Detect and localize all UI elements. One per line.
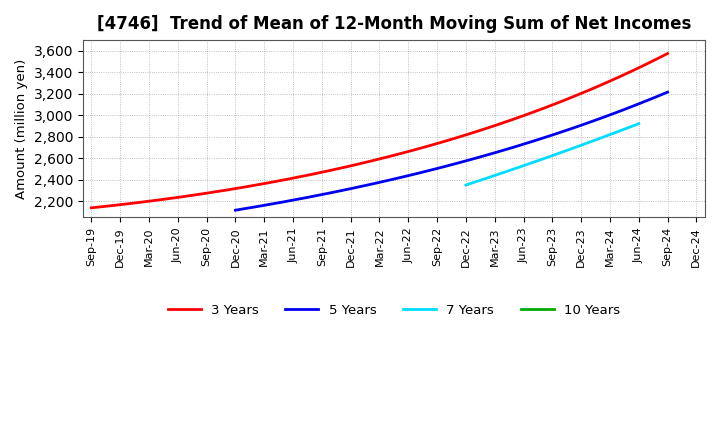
3 Years bbox=[663, 51, 672, 56]
3 Years bbox=[609, 77, 618, 82]
7 Years bbox=[564, 147, 573, 152]
7 Years bbox=[567, 146, 576, 151]
5 Years bbox=[495, 149, 504, 154]
5 Years bbox=[233, 207, 241, 213]
5 Years bbox=[663, 89, 672, 95]
7 Years bbox=[634, 121, 643, 126]
5 Years bbox=[487, 151, 495, 157]
Legend: 3 Years, 5 Years, 7 Years, 10 Years: 3 Years, 5 Years, 7 Years, 10 Years bbox=[162, 298, 626, 322]
7 Years bbox=[618, 127, 627, 132]
3 Years bbox=[89, 205, 98, 210]
Line: 7 Years: 7 Years bbox=[466, 124, 639, 185]
Title: [4746]  Trend of Mean of 12-Month Moving Sum of Net Incomes: [4746] Trend of Mean of 12-Month Moving … bbox=[96, 15, 691, 33]
7 Years bbox=[462, 182, 470, 187]
3 Years bbox=[87, 205, 96, 210]
7 Years bbox=[564, 147, 572, 153]
3 Years bbox=[572, 92, 581, 98]
3 Years bbox=[440, 139, 449, 144]
7 Years bbox=[462, 182, 471, 187]
Line: 3 Years: 3 Years bbox=[91, 54, 667, 208]
3 Years bbox=[428, 142, 437, 147]
3 Years bbox=[430, 142, 438, 147]
5 Years bbox=[231, 208, 240, 213]
7 Years bbox=[607, 132, 616, 137]
5 Years bbox=[623, 106, 631, 111]
Y-axis label: Amount (million yen): Amount (million yen) bbox=[15, 59, 28, 199]
Line: 5 Years: 5 Years bbox=[235, 92, 667, 210]
5 Years bbox=[488, 151, 497, 156]
5 Years bbox=[595, 116, 604, 121]
